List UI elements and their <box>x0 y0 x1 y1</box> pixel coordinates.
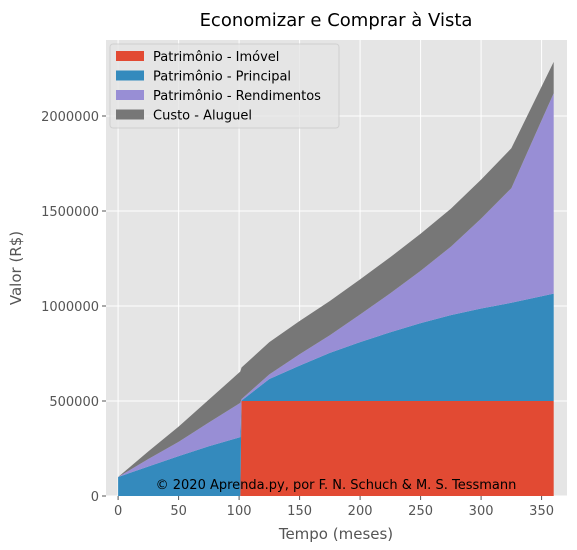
x-tick-label: 200 <box>348 504 373 519</box>
y-tick-label: 2000000 <box>41 110 99 125</box>
y-tick-label: 1000000 <box>41 300 99 315</box>
x-tick-label: 250 <box>408 504 433 519</box>
x-axis-label: Tempo (meses) <box>278 525 393 543</box>
legend-swatch-2 <box>116 90 144 100</box>
y-tick-label: 0 <box>91 490 99 505</box>
x-axis-ticks: 0 50 100 150 200 250 300 350 <box>114 496 554 519</box>
x-tick-label: 0 <box>114 504 122 519</box>
legend-swatch-0 <box>116 51 144 61</box>
legend-swatch-3 <box>116 109 144 120</box>
legend-swatch-1 <box>116 70 144 81</box>
area-series-group <box>118 61 554 496</box>
area-series-2 <box>118 93 554 477</box>
legend-label-3: Custo - Aluguel <box>153 109 252 124</box>
copyright-annotation: © 2020 Aprenda.py, por F. N. Schuch & M.… <box>156 478 517 493</box>
legend-label-0: Patrimônio - Imóvel <box>153 50 279 65</box>
legend: Patrimônio - Imóvel Patrimônio - Principa… <box>109 43 340 129</box>
y-tick-label: 1500000 <box>41 205 99 220</box>
y-axis-ticks: 0 500000 1000000 1500000 2000000 <box>41 110 106 505</box>
legend-label-1: Patrimônio - Principal <box>153 70 291 85</box>
x-tick-label: 100 <box>227 504 252 519</box>
x-tick-label: 50 <box>170 504 187 519</box>
area-series-1 <box>118 293 554 496</box>
chart-title: Economizar e Comprar à Vista <box>200 10 473 31</box>
x-tick-label: 350 <box>529 504 554 519</box>
legend-label-2: Patrimônio - Rendimentos <box>153 89 321 104</box>
x-tick-label: 150 <box>287 504 312 519</box>
legend-box <box>109 43 340 129</box>
area-series-0 <box>118 401 554 496</box>
y-axis-label: Valor (R$) <box>7 231 25 305</box>
y-tick-label: 500000 <box>49 395 99 410</box>
x-tick-label: 300 <box>469 504 494 519</box>
